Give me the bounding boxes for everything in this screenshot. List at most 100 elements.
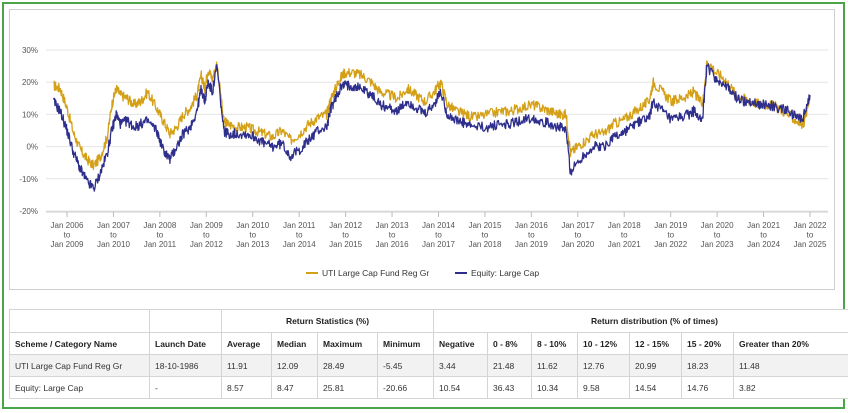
rolling-returns-chart: 30% 20% 10% 0% -10% -20% Jan 2006 to Jan 2009 Jan… bbox=[9, 9, 835, 290]
table-cell: 10.34 bbox=[531, 376, 578, 399]
x-tick-label: to bbox=[64, 231, 71, 240]
y-tick-label: 10% bbox=[22, 110, 38, 119]
y-tick-label: -10% bbox=[19, 175, 38, 184]
report-frame bbox=[2, 2, 845, 409]
x-tick-label: to bbox=[435, 231, 442, 240]
x-tick-label: Jan 2023 bbox=[701, 240, 734, 249]
x-tick-label: to bbox=[342, 231, 349, 240]
x-tick-label: to bbox=[249, 231, 256, 240]
table-cell: 14.54 bbox=[629, 376, 682, 399]
y-tick-label: 0% bbox=[26, 143, 38, 152]
series-line bbox=[52, 63, 811, 192]
column-header: Negative bbox=[433, 332, 488, 355]
table-cell: - bbox=[149, 376, 222, 399]
x-tick-label: Jan 2018 bbox=[468, 240, 501, 249]
x-tick-label: Jan 2021 bbox=[608, 240, 641, 249]
x-tick-label: Jan 2015 bbox=[329, 240, 362, 249]
column-header: Average bbox=[221, 332, 272, 355]
x-tick-label: Jan 2011 bbox=[283, 221, 316, 230]
x-tick-label: to bbox=[621, 231, 628, 240]
x-tick-label: Jan 2014 bbox=[283, 240, 316, 249]
column-header: 12 - 15% bbox=[629, 332, 682, 355]
x-tick-label: to bbox=[714, 231, 721, 240]
column-header: 0 - 8% bbox=[487, 332, 532, 355]
x-tick-label: Jan 2014 bbox=[422, 221, 455, 230]
x-tick-label: Jan 2024 bbox=[747, 240, 780, 249]
x-tick-label: to bbox=[482, 231, 489, 240]
table-cell: 18.23 bbox=[681, 354, 734, 377]
table-cell: 9.58 bbox=[577, 376, 630, 399]
x-tick-label: Jan 2006 bbox=[51, 221, 84, 230]
x-tick-label: Jan 2012 bbox=[190, 240, 223, 249]
x-tick-label: Jan 2016 bbox=[376, 240, 409, 249]
x-tick-label: Jan 2009 bbox=[51, 240, 84, 249]
x-tick-label: Jan 2020 bbox=[701, 221, 734, 230]
x-tick-label: Jan 2017 bbox=[561, 221, 594, 230]
x-tick-label: Jan 2013 bbox=[236, 240, 269, 249]
x-tick-label: Jan 2011 bbox=[144, 240, 177, 249]
x-tick-label: Jan 2016 bbox=[515, 221, 548, 230]
table-cell: 11.62 bbox=[531, 354, 578, 377]
table-column-header-row: Scheme / Category Name Launch Date Avera… bbox=[9, 332, 848, 355]
category-name: Equity: Large Cap bbox=[9, 376, 150, 399]
x-tick-label: Jan 2022 bbox=[654, 240, 687, 249]
table-cell: 18-10-1986 bbox=[149, 354, 222, 377]
x-tick-label: Jan 2010 bbox=[236, 221, 269, 230]
legend-label: Equity: Large Cap bbox=[471, 268, 539, 278]
x-tick-label: to bbox=[389, 231, 396, 240]
table-row: UTI Large Cap Fund Reg Gr 18-10-1986 11.… bbox=[9, 354, 848, 377]
x-tick-label: Jan 2019 bbox=[515, 240, 548, 249]
y-tick-label: 20% bbox=[22, 78, 38, 87]
x-tick-label: Jan 2021 bbox=[747, 221, 780, 230]
x-tick-label: to bbox=[574, 231, 581, 240]
table-cell: 3.44 bbox=[433, 354, 488, 377]
series-line bbox=[53, 60, 811, 171]
table-cell: -20.66 bbox=[377, 376, 434, 399]
table-cell: 3.82 bbox=[733, 376, 848, 399]
column-header: 8 - 10% bbox=[531, 332, 578, 355]
table-cell: -5.45 bbox=[377, 354, 434, 377]
x-tick-label: Jan 2007 bbox=[97, 221, 130, 230]
y-tick-label: -20% bbox=[19, 207, 38, 216]
x-tick-label: Jan 2009 bbox=[190, 221, 223, 230]
return-statistics-table: Return Statistics (%) Return distributio… bbox=[9, 309, 848, 399]
table-row: Equity: Large Cap - 8.57 8.47 25.81 -20.… bbox=[9, 376, 848, 399]
table-group-header-row: Return Statistics (%) Return distributio… bbox=[9, 309, 848, 333]
group-header-blank bbox=[149, 309, 222, 333]
table-cell: 11.91 bbox=[221, 354, 272, 377]
x-tick-label: Jan 2008 bbox=[143, 221, 176, 230]
column-header: 15 - 20% bbox=[681, 332, 734, 355]
table-cell: 12.09 bbox=[271, 354, 318, 377]
table-cell: 10.54 bbox=[433, 376, 488, 399]
column-header: Launch Date bbox=[149, 332, 222, 355]
fund-name-link[interactable]: UTI Large Cap Fund Reg Gr bbox=[9, 354, 150, 377]
x-tick-label: Jan 2022 bbox=[794, 221, 827, 230]
table-cell: 14.76 bbox=[681, 376, 734, 399]
table-cell: 21.48 bbox=[487, 354, 532, 377]
table-cell: 20.99 bbox=[629, 354, 682, 377]
group-header-blank bbox=[9, 309, 150, 333]
table-cell: 25.81 bbox=[317, 376, 378, 399]
group-header-return-distribution: Return distribution (% of times) bbox=[433, 309, 848, 333]
x-tick-label: to bbox=[110, 231, 117, 240]
x-tick-label: Jan 2013 bbox=[376, 221, 409, 230]
x-tick-label: to bbox=[203, 231, 210, 240]
table-cell: 12.76 bbox=[577, 354, 630, 377]
x-tick-label: to bbox=[528, 231, 535, 240]
x-tick-label: Jan 2018 bbox=[608, 221, 641, 230]
x-tick-label: Jan 2010 bbox=[97, 240, 130, 249]
table-cell: 8.57 bbox=[221, 376, 272, 399]
y-tick-label: 30% bbox=[22, 46, 38, 55]
x-tick-label: to bbox=[296, 231, 303, 240]
column-header: Greater than 20% bbox=[733, 332, 848, 355]
column-header: 10 - 12% bbox=[577, 332, 630, 355]
table-cell: 11.48 bbox=[733, 354, 848, 377]
x-tick-label: to bbox=[760, 231, 767, 240]
column-header: Median bbox=[271, 332, 318, 355]
group-header-return-statistics: Return Statistics (%) bbox=[221, 309, 434, 333]
column-header: Scheme / Category Name bbox=[9, 332, 150, 355]
x-tick-label: Jan 2019 bbox=[654, 221, 687, 230]
x-tick-label: Jan 2012 bbox=[329, 221, 362, 230]
column-header: Maximum bbox=[317, 332, 378, 355]
